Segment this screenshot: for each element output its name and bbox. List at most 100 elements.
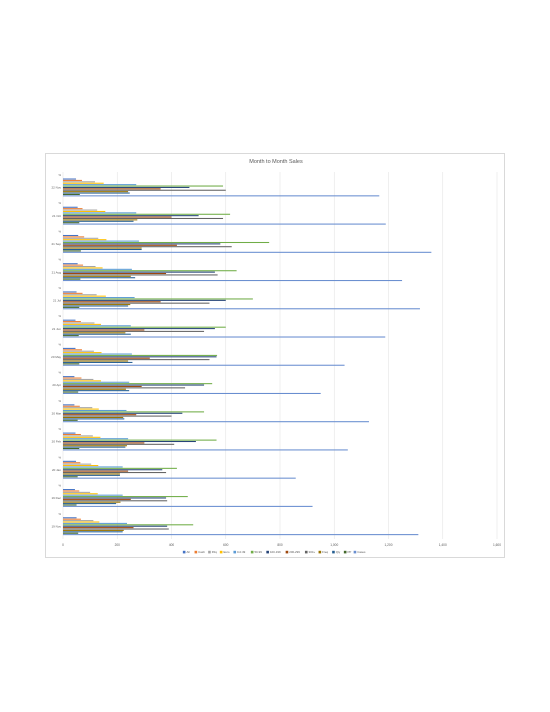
legend-swatch	[208, 550, 211, 554]
bar-pdq	[63, 407, 93, 409]
bar-freq	[63, 388, 126, 390]
bar-euro	[63, 352, 102, 354]
bar-50-99	[63, 270, 237, 272]
bar-freq	[63, 332, 126, 334]
legend-swatch	[343, 550, 347, 554]
bar-200-299	[63, 470, 129, 472]
bar-200-299	[63, 527, 134, 529]
bar-qty	[63, 248, 142, 251]
legend-swatch	[318, 550, 322, 554]
category-sub-label: %	[59, 484, 62, 488]
bar-100-199	[63, 525, 168, 527]
bar-pp	[63, 448, 80, 450]
bar-200-299	[63, 273, 167, 275]
legend-swatch	[233, 550, 237, 554]
legend-swatch	[194, 550, 198, 554]
legend-swatch	[285, 550, 289, 554]
bar-qty	[63, 277, 136, 279]
bar-freq	[63, 275, 131, 277]
bar-euro	[63, 267, 103, 269]
category-label: 19 Nov	[51, 524, 61, 528]
bar-pp	[63, 222, 80, 224]
bar-pp	[63, 532, 79, 534]
bar-pdq	[63, 435, 93, 437]
bar-all	[63, 376, 75, 378]
x-tick-label: 1,000	[330, 543, 338, 547]
category-sub-label: %	[59, 286, 62, 290]
legend-label: 200-299	[289, 550, 300, 554]
bar-all	[63, 291, 77, 293]
bar-50-99	[63, 411, 205, 413]
bar-cases	[63, 505, 313, 507]
legend-label: 300+	[309, 550, 316, 554]
bar-200-299	[63, 385, 142, 387]
bar-cash	[63, 433, 81, 436]
bar-200-299	[63, 301, 161, 303]
bar-300-	[63, 274, 218, 276]
bar-freq	[63, 416, 124, 419]
bar-pdq	[63, 463, 92, 465]
bar-50-99	[63, 354, 218, 356]
legend-label: Pdq	[212, 550, 218, 554]
bar-200-299	[63, 357, 150, 359]
bar-qty	[63, 390, 130, 392]
bar-pp	[63, 391, 79, 393]
bar-pdq	[63, 265, 96, 268]
bar-all	[63, 178, 77, 180]
bar-300-	[63, 359, 210, 361]
bar-cases	[63, 251, 432, 253]
category-label: 19 Dec	[51, 496, 61, 500]
bar-euro	[63, 239, 107, 241]
bar-euro	[63, 465, 99, 467]
bar-euro	[63, 408, 99, 410]
bar-300-	[63, 500, 168, 502]
bar-50-99	[63, 213, 231, 215]
bar-cases	[63, 223, 386, 225]
bar-qty	[63, 418, 125, 420]
bar-pdq	[63, 520, 94, 522]
bar-freq	[63, 501, 121, 503]
bar-300-	[63, 387, 186, 389]
bar-euro	[63, 210, 106, 212]
bar-cases	[63, 477, 296, 479]
legend-swatch	[304, 550, 308, 554]
bar-cash	[63, 292, 83, 294]
bar-100-199	[63, 384, 205, 386]
bar-freq	[63, 529, 124, 531]
bar-all	[63, 489, 75, 491]
bar-0-0-49	[63, 268, 132, 270]
bar-euro	[63, 521, 100, 523]
bar-0-0-49	[63, 438, 129, 440]
legend-label: All	[186, 550, 190, 554]
bar-cases	[63, 534, 419, 536]
bar-all	[63, 206, 78, 208]
bar-all	[63, 347, 76, 349]
bar-pp	[63, 306, 80, 308]
legend-label: Cash	[198, 550, 205, 554]
bar-50-99	[63, 326, 226, 328]
category-label: 21 Aug	[52, 270, 62, 274]
category-sub-label: %	[59, 512, 62, 516]
bar-cash	[63, 179, 82, 181]
bar-100-199	[63, 497, 167, 499]
bar-0-0-49	[63, 409, 127, 412]
category-sub-label: %	[59, 229, 62, 233]
bar-300-	[63, 330, 205, 332]
bar-pdq	[63, 491, 91, 493]
bar-all	[63, 319, 76, 321]
bar-0-0-49	[63, 494, 123, 496]
bar-200-299	[63, 414, 137, 416]
bar-cases	[63, 308, 420, 310]
bar-pdq	[63, 322, 95, 324]
legend-label: Freq	[322, 550, 328, 554]
bar-qty	[63, 503, 117, 505]
category-label: 20 May	[51, 355, 61, 359]
bar-200-299	[63, 244, 177, 246]
bar-100-199	[63, 328, 215, 330]
bar-cases	[63, 449, 348, 451]
bar-cash	[63, 208, 83, 210]
bar-all	[63, 263, 78, 265]
bar-cases	[63, 364, 345, 366]
bar-50-99	[63, 185, 224, 187]
bar-all	[63, 234, 79, 237]
